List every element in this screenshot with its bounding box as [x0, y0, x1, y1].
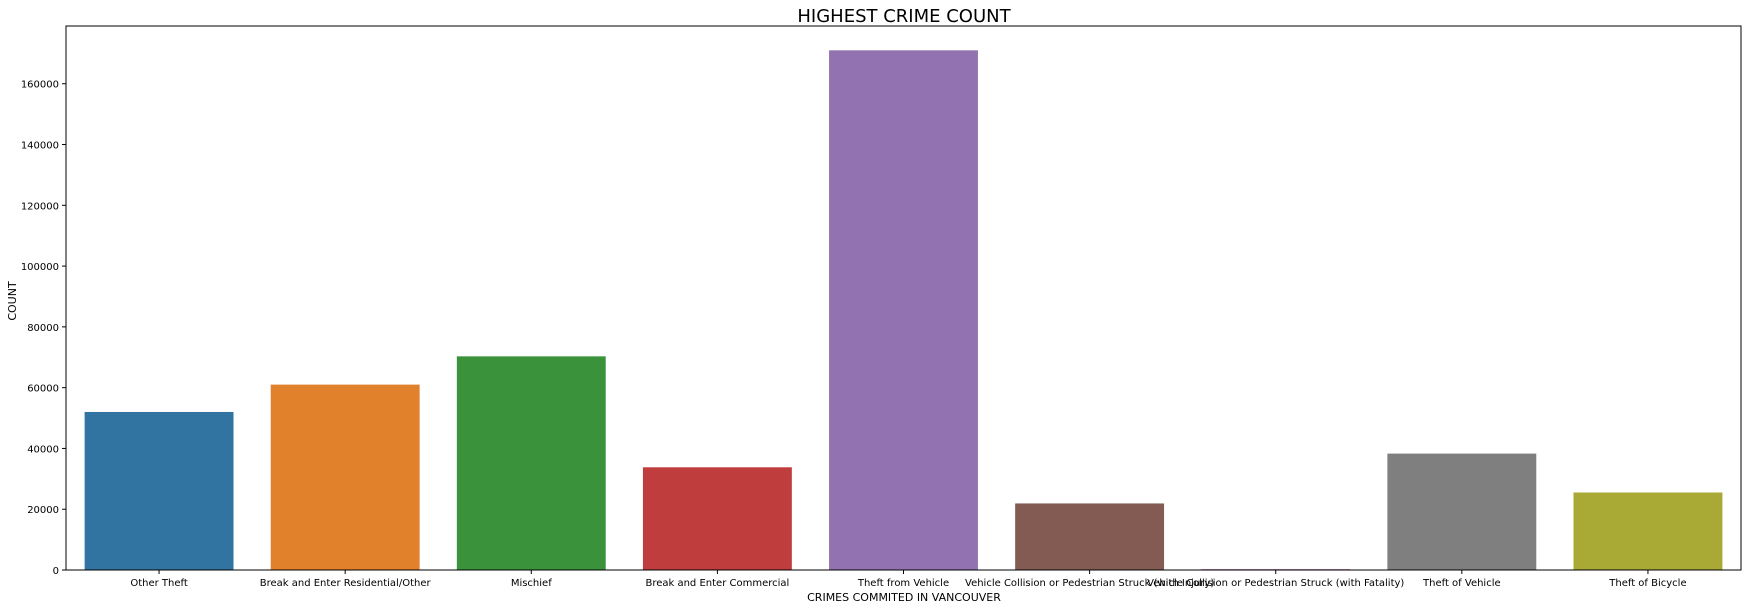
- x-tick-label: Theft of Vehicle: [1422, 578, 1501, 589]
- bars-group: [84, 50, 1723, 570]
- x-axis-label: CRIMES COMMITED IN VANCOUVER: [807, 591, 1001, 604]
- x-tick-label: Other Theft: [130, 578, 188, 589]
- bar-5: [829, 50, 978, 570]
- y-axis-label: COUNT: [6, 281, 19, 321]
- x-tick-label: Theft from Vehicle: [857, 578, 949, 589]
- y-tick-label: 60000: [27, 384, 59, 395]
- bar-1: [84, 411, 234, 570]
- x-tick-label: Mischief: [511, 578, 552, 589]
- x-tick-label: Break and Enter Commercial: [645, 578, 789, 589]
- y-tick-label: 20000: [27, 505, 59, 516]
- bar-6: [1015, 503, 1165, 570]
- y-tick-label: 40000: [27, 444, 59, 455]
- bar-9: [1573, 492, 1723, 570]
- x-tick-label: Vehicle Collision or Pedestrian Struck (…: [1147, 578, 1404, 589]
- y-tick-label: 120000: [21, 201, 59, 212]
- x-tick-label: Break and Enter Residential/Other: [260, 578, 432, 589]
- bar-2: [270, 384, 420, 570]
- bar-4: [642, 467, 792, 570]
- bar-8: [1387, 453, 1537, 570]
- plot-frame: [65, 25, 1742, 571]
- y-tick-label: 0: [53, 566, 59, 577]
- x-tick-label: Vehicle Collision or Pedestrian Struck (…: [965, 578, 1214, 589]
- x-tick-label: Theft of Bicycle: [1608, 578, 1686, 589]
- y-tick-label: 100000: [21, 262, 59, 273]
- bar-3: [456, 356, 606, 570]
- y-tick-label: 140000: [21, 141, 59, 152]
- y-axis: 0 20000 40000 60000 80000 100000 120000 140000 1…: [21, 80, 66, 577]
- x-axis: Other Theft Break and Enter Residential/O…: [130, 570, 1687, 589]
- y-tick-label: 160000: [21, 80, 59, 91]
- y-tick-label: 80000: [27, 323, 59, 334]
- chart-title: HIGHEST CRIME COUNT: [797, 6, 1011, 27]
